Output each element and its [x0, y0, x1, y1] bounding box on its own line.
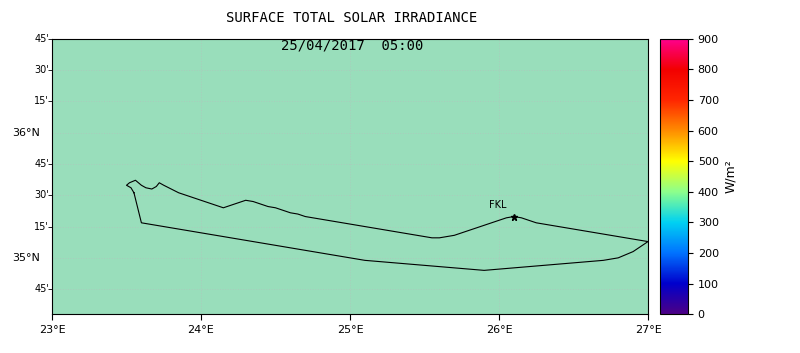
Text: 36°N: 36°N	[12, 128, 40, 138]
Text: 45': 45'	[34, 284, 49, 294]
Y-axis label: W/m²: W/m²	[725, 160, 738, 193]
Text: 45': 45'	[34, 34, 49, 44]
Text: 25/04/2017  05:00: 25/04/2017 05:00	[281, 39, 423, 53]
Text: 35°N: 35°N	[12, 253, 40, 263]
Text: FKL: FKL	[489, 200, 506, 210]
Text: 30': 30'	[34, 190, 49, 200]
Text: 30': 30'	[34, 65, 49, 75]
Text: 15': 15'	[34, 222, 49, 232]
Text: 15': 15'	[34, 96, 49, 106]
Text: SURFACE TOTAL SOLAR IRRADIANCE: SURFACE TOTAL SOLAR IRRADIANCE	[226, 11, 478, 25]
Text: 45': 45'	[34, 159, 49, 169]
